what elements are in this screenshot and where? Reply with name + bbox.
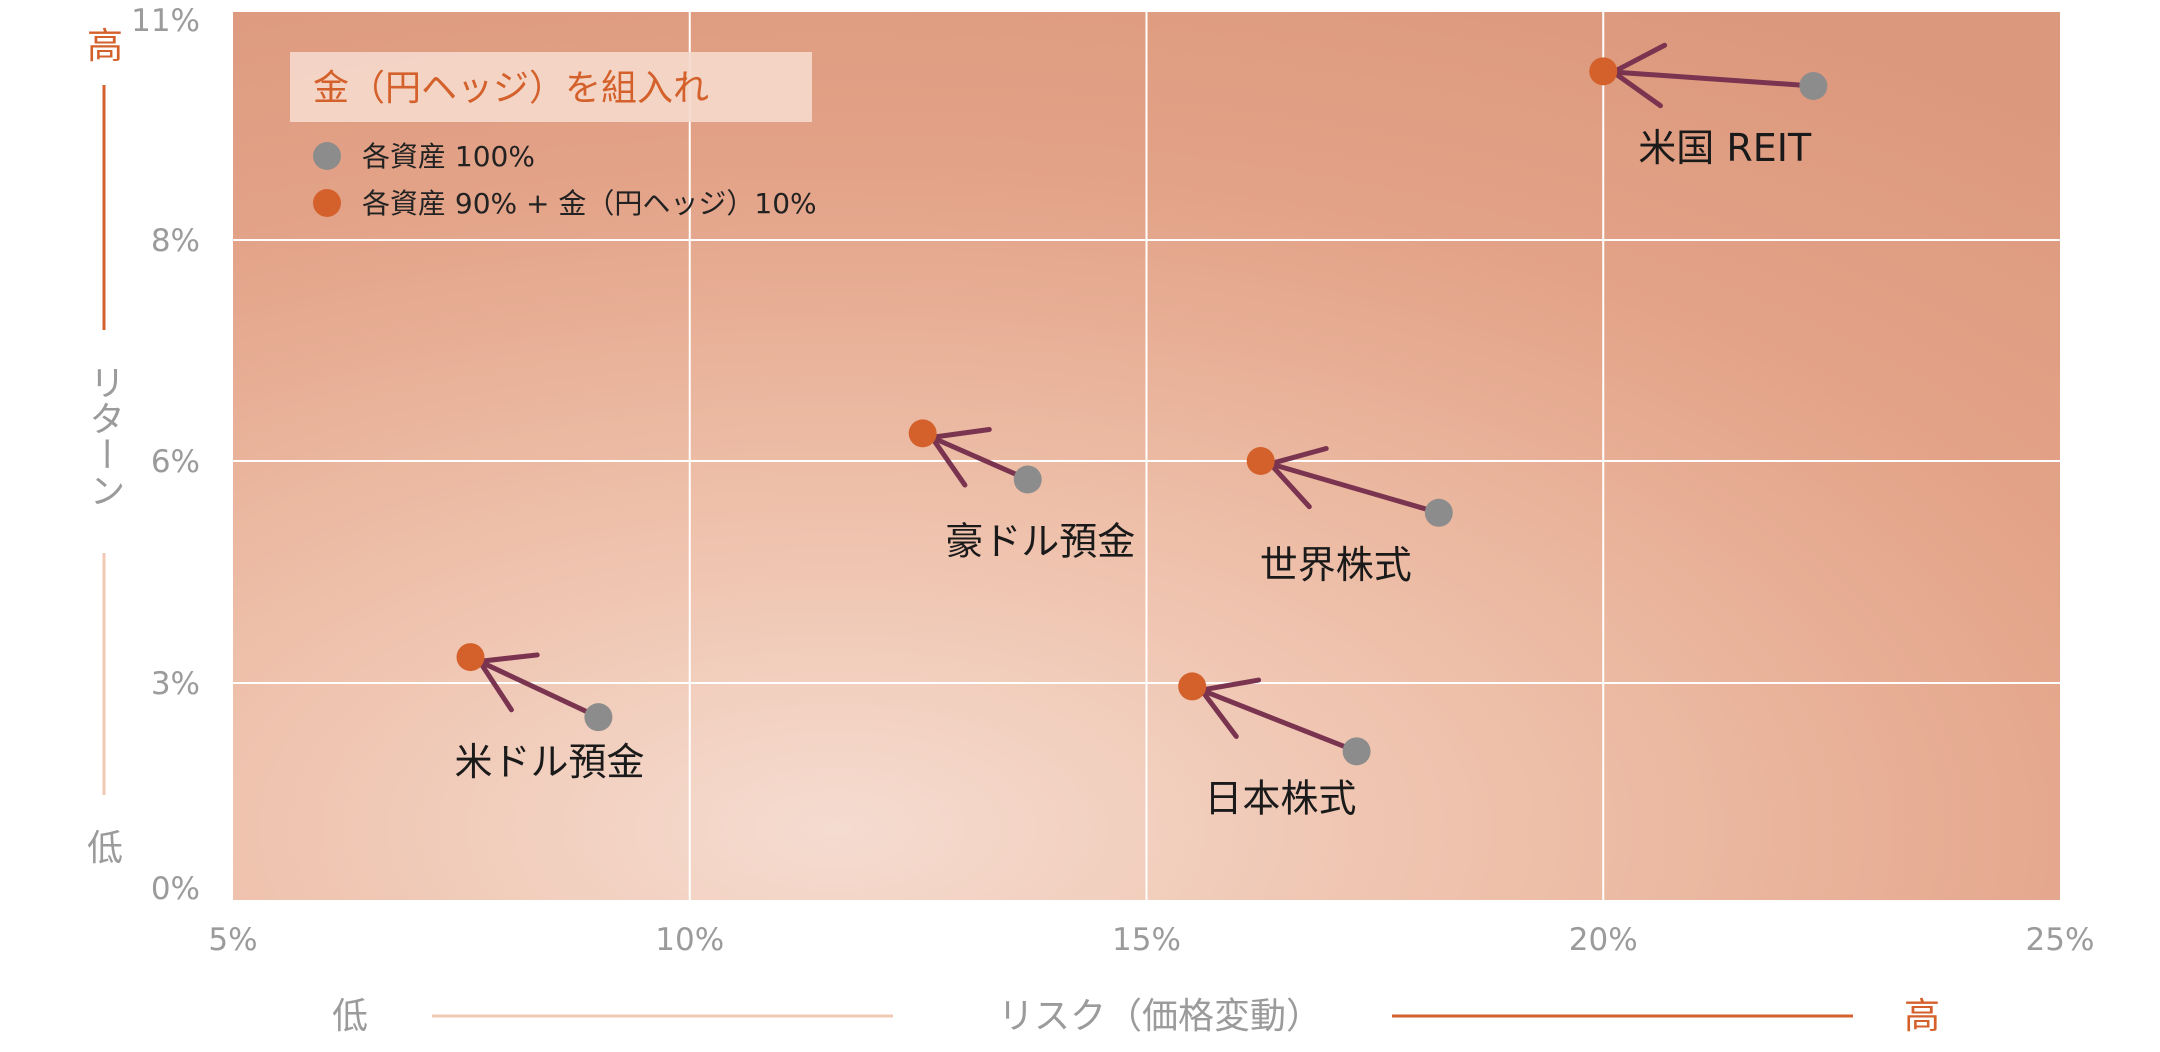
point-90 (1178, 672, 1207, 701)
x-tick-label: 15% (1112, 922, 1181, 958)
legend-marker-90 (313, 189, 341, 217)
y-axis-high-label: 高 (87, 26, 123, 67)
y-axis-title: リターン (84, 364, 125, 508)
x-axis-low-label: 低 (332, 996, 368, 1037)
point-100 (1013, 465, 1042, 494)
shift-arrow (1610, 69, 1816, 89)
legend-entry-100: 各資産 100% (362, 140, 535, 173)
legend-entry-90: 各資産 90% + 金（円ヘッジ）10% (362, 187, 817, 220)
x-axis-title: リスク（価格変動） (998, 996, 1322, 1037)
x-tick-label: 25% (2026, 922, 2095, 958)
y-tick-label: 8% (151, 223, 200, 259)
x-axis-high-label: 高 (1904, 996, 1940, 1037)
point-90 (908, 419, 937, 448)
x-tick-label: 5% (208, 922, 257, 958)
y-tick-label: 6% (151, 444, 200, 480)
data-points (456, 57, 1828, 766)
point-100 (1342, 737, 1371, 766)
shift-arrow (1267, 461, 1442, 516)
x-tick-label: 20% (1569, 922, 1638, 958)
legend-title-box (290, 52, 812, 122)
point-90 (456, 643, 485, 672)
y-axis-low-label: 低 (87, 828, 123, 869)
y-axis: 高 リターン 低 (84, 26, 125, 869)
y-axis-ticks: 0% 3% 6% 8% 11% (131, 3, 200, 907)
asset-label: 米国 REIT (1638, 126, 1812, 170)
point-100 (1799, 72, 1828, 100)
asset-label: 米ドル預金 (454, 740, 644, 784)
x-axis: 低 リスク（価格変動） 高 (332, 996, 1940, 1037)
shift-arrow (1198, 687, 1360, 754)
shift-arrow (929, 434, 1031, 482)
x-axis-ticks: 5% 10% 15% 20% 25% (208, 922, 2094, 958)
point-90 (1246, 447, 1275, 475)
point-100 (584, 703, 613, 732)
legend-marker-100 (313, 142, 341, 170)
asset-label: 日本株式 (1204, 776, 1356, 820)
x-tick-label: 10% (655, 922, 724, 958)
point-90 (1589, 57, 1618, 86)
y-tick-label: 11% (131, 3, 200, 39)
legend-title: 金（円ヘッジ）を組入れ (313, 68, 709, 109)
y-tick-label: 0% (151, 871, 200, 907)
point-100 (1424, 498, 1453, 527)
shift-arrow (477, 658, 601, 720)
y-tick-label: 3% (151, 666, 200, 702)
asset-label: 豪ドル預金 (945, 520, 1135, 564)
legend: 金（円ヘッジ）を組入れ 各資産 100% 各資産 90% + 金（円ヘッジ）10… (290, 52, 817, 220)
asset-label: 世界株式 (1260, 543, 1412, 587)
grid-lines (233, 12, 2060, 900)
